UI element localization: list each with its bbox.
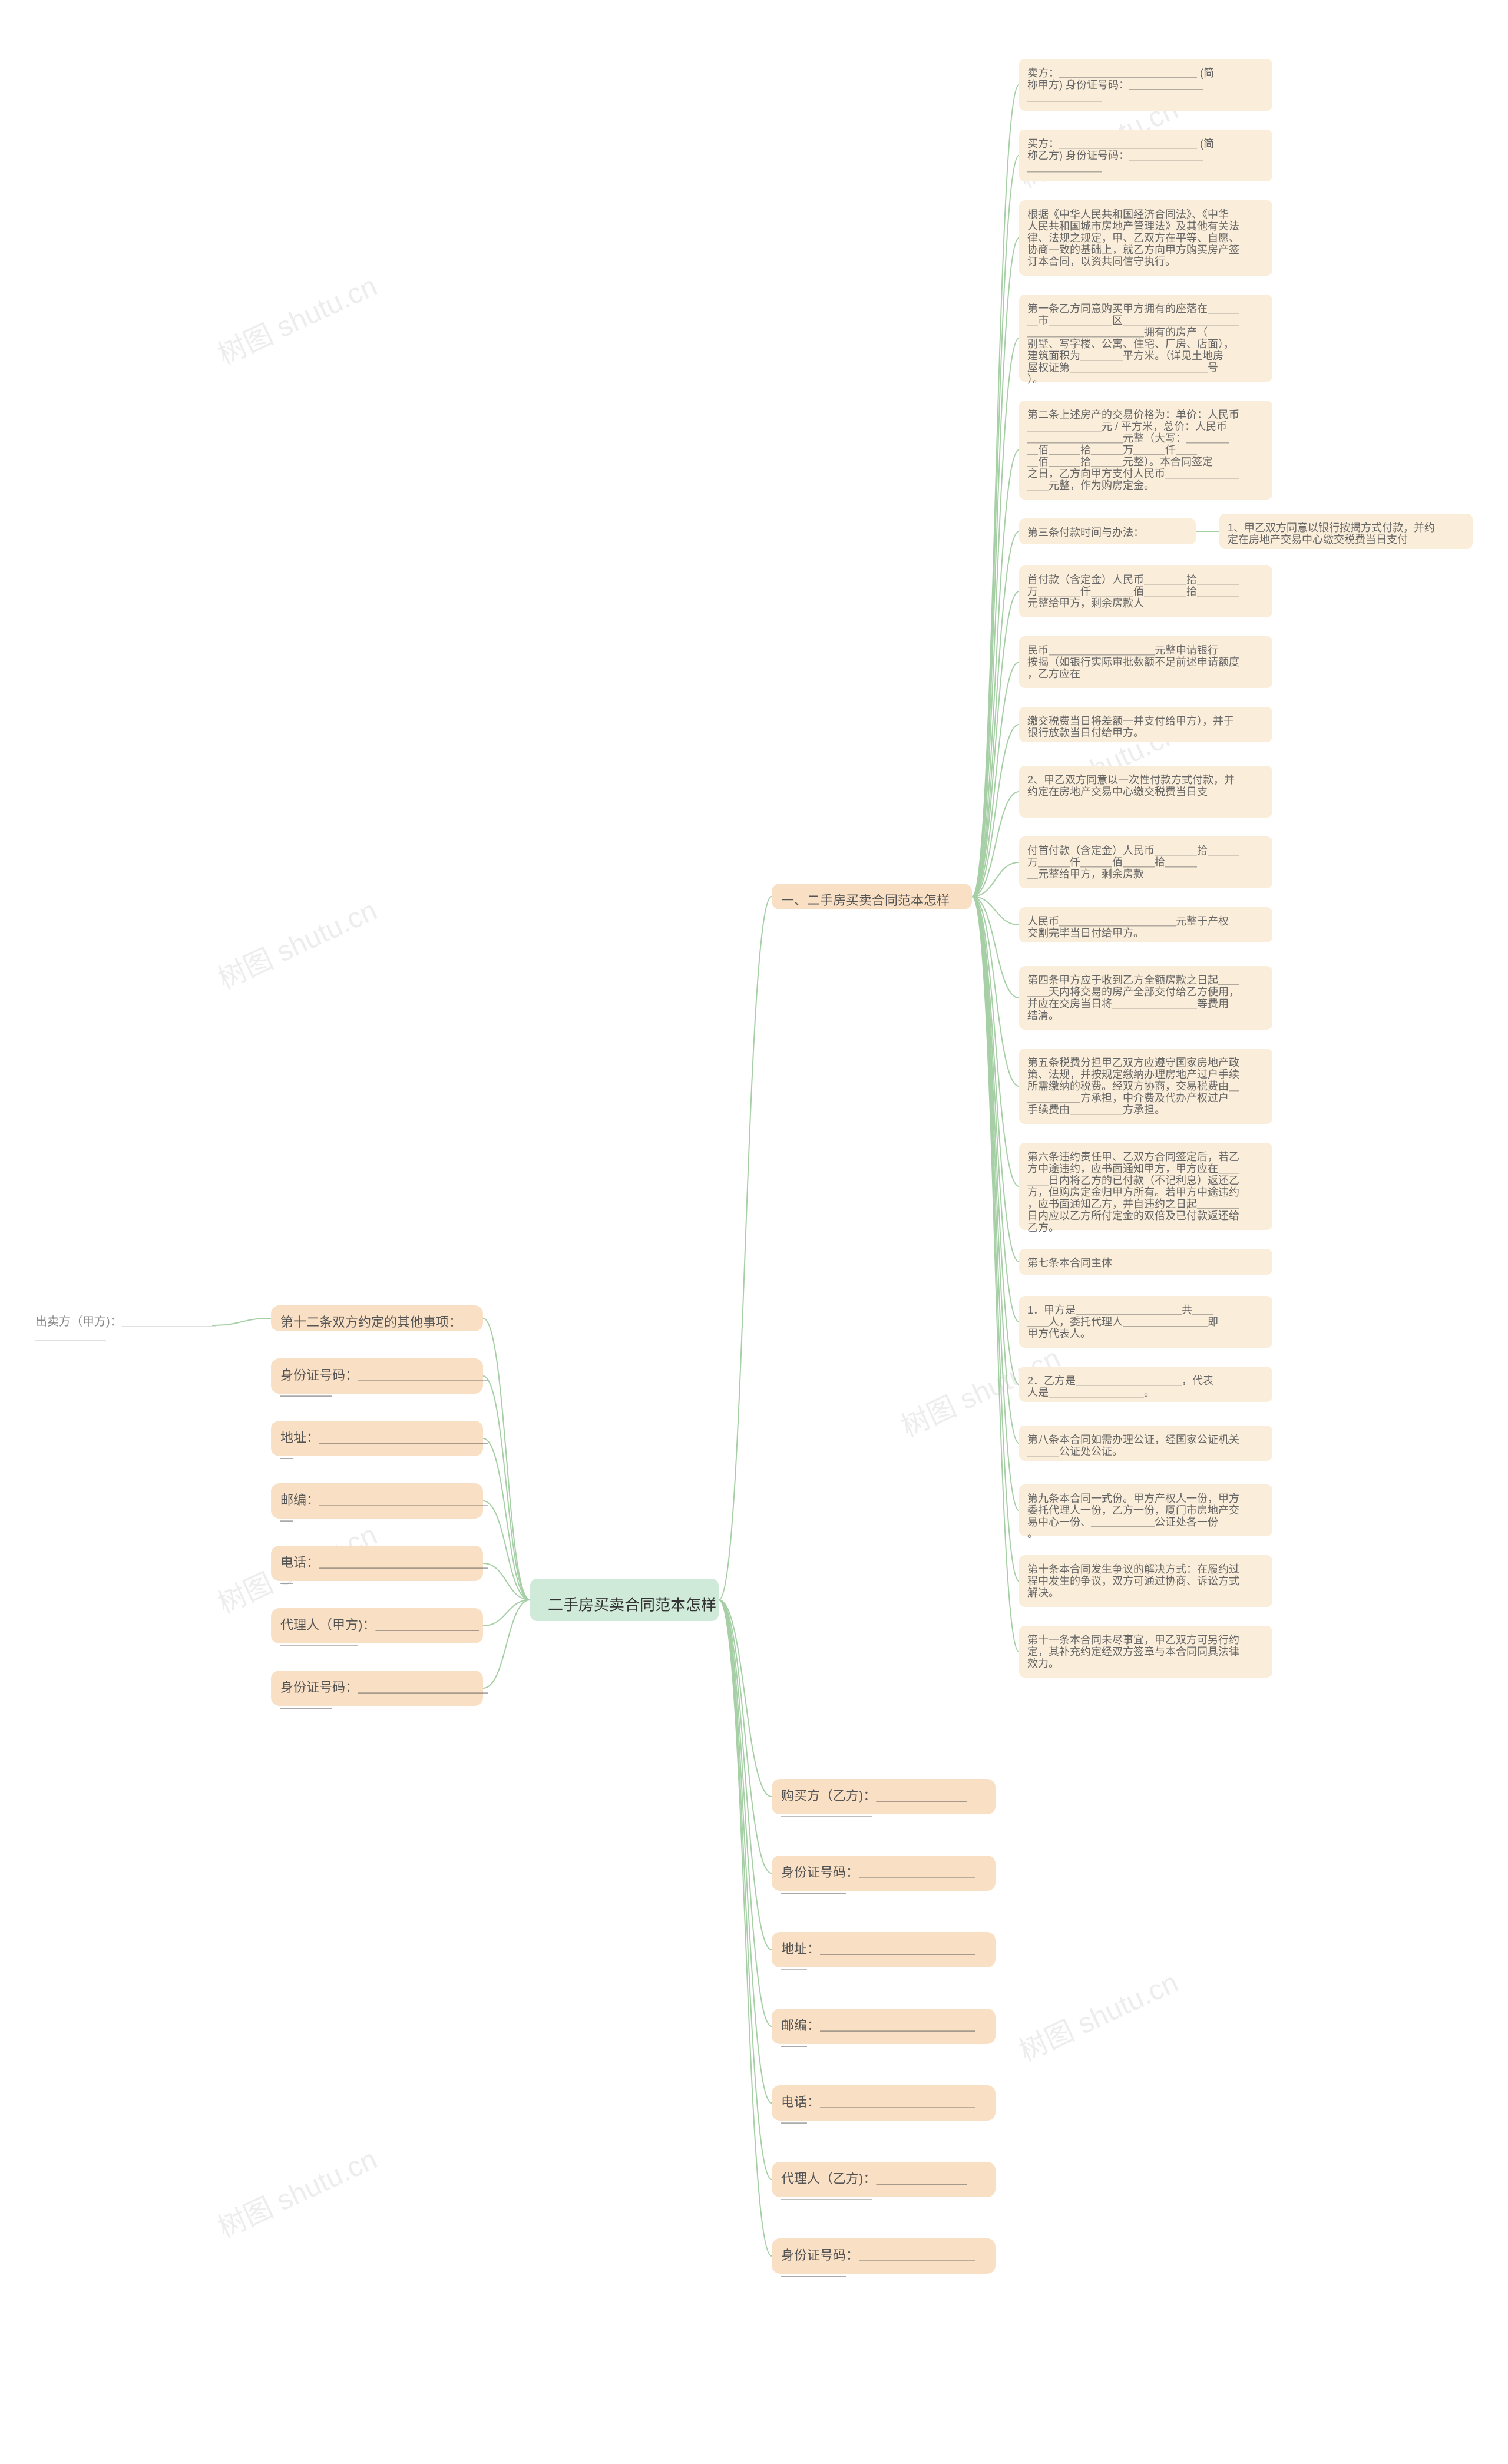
r16: 第七条本合同主体 <box>1019 1249 1272 1275</box>
r14: 第五条税费分担甲乙双方应遵守国家房地产政策、法规，并按规定缴纳办理房地产过户手续… <box>1019 1049 1272 1124</box>
edge <box>972 897 1019 1581</box>
lagt: 代理人（甲方)：＿＿＿＿＿＿＿＿＿＿＿＿＿＿ <box>271 1608 483 1648</box>
svg-text:2、甲乙双方同意以一次性付款方式付款，并约定在房地产交易中心: 2、甲乙双方同意以一次性付款方式付款，并约定在房地产交易中心缴交税费当日支 <box>1027 774 1235 798</box>
lid2: 身份证号码：＿＿＿＿＿＿＿＿＿＿＿＿＿＿ <box>271 1671 488 1710</box>
edge <box>719 1600 772 2026</box>
lid1: 身份证号码：＿＿＿＿＿＿＿＿＿＿＿＿＿＿ <box>271 1358 488 1398</box>
edge <box>972 591 1019 897</box>
edge <box>972 897 1019 1384</box>
edge <box>719 1600 772 2179</box>
root: 二手房买卖合同范本怎样 <box>530 1579 719 1621</box>
sec1: 一、二手房买卖合同范本怎样 <box>772 884 972 909</box>
edge <box>483 1376 530 1600</box>
edge <box>972 156 1019 897</box>
b3: 地址：＿＿＿＿＿＿＿＿＿＿＿＿＿＿ <box>772 1932 996 1972</box>
mindmap-diagram: 树图 shutu.cn 树图 shutu.cn 树图 shutu.cn 树图 shut… <box>0 0 1508 2464</box>
r11: 付首付款（含定金）人民币＿＿＿＿拾＿＿＿万＿＿＿仟＿＿＿佰＿＿＿拾＿＿＿＿元整给… <box>1019 836 1272 888</box>
r2: 买方：＿＿＿＿＿＿＿＿＿＿＿＿＿ (简称乙方) 身份证号码：＿＿＿＿＿＿＿＿＿＿… <box>1019 130 1272 181</box>
r18: 2．乙方是＿＿＿＿＿＿＿＿＿＿，代表人是＿＿＿＿＿＿＿＿＿。 <box>1019 1367 1272 1402</box>
svg-text:第三条付款时间与办法：: 第三条付款时间与办法： <box>1027 527 1144 538</box>
watermark: 树图 shutu.cn <box>213 270 382 371</box>
r20: 第九条本合同一式份。甲方产权人一份，甲方委托代理人一份，乙方一份，厦门市房地产交… <box>1019 1484 1272 1540</box>
b4: 邮编：＿＿＿＿＿＿＿＿＿＿＿＿＿＿ <box>772 2009 996 2048</box>
outer-left: 出卖方（甲方)：＿＿＿＿＿＿＿＿＿＿＿＿＿＿ <box>35 1315 216 1342</box>
svg-text:1、甲乙双方同意以银行按揭方式付款，并约定在房地产交易中心缴: 1、甲乙双方同意以银行按揭方式付款，并约定在房地产交易中心缴交税费当日支付 <box>1228 522 1435 545</box>
r1: 卖方：＿＿＿＿＿＿＿＿＿＿＿＿＿ (简称甲方) 身份证号码：＿＿＿＿＿＿＿＿＿＿… <box>1019 59 1272 111</box>
edge <box>719 1600 772 2103</box>
r3: 根据《中华人民共和国经济合同法》、《中华人民共和国城市房地产管理法》及其他有关法… <box>1019 200 1272 276</box>
edge <box>719 897 772 1600</box>
r5: 第二条上述房产的交易价格为：单价：人民币＿＿＿＿＿＿＿元 / 平方米，总价：人民… <box>1019 401 1272 500</box>
r6: 第三条付款时间与办法： <box>1019 518 1196 544</box>
edge <box>972 238 1019 897</box>
r17: 1．甲方是＿＿＿＿＿＿＿＿＿＿共＿＿＿＿人，委托代理人＿＿＿＿＿＿＿＿即甲方代表… <box>1019 1296 1272 1348</box>
svg-text:第七条本合同主体: 第七条本合同主体 <box>1027 1257 1112 1269</box>
r10: 2、甲乙双方同意以一次性付款方式付款，并约定在房地产交易中心缴交税费当日支 <box>1019 766 1272 818</box>
svg-text:二手房买卖合同范本怎样: 二手房买卖合同范本怎样 <box>548 1596 716 1613</box>
watermark: 树图 shutu.cn <box>213 895 382 995</box>
edge <box>972 897 1019 1652</box>
svg-text:一、二手房买卖合同范本怎样: 一、二手房买卖合同范本怎样 <box>781 893 950 908</box>
watermark: 树图 shutu.cn <box>213 2144 382 2244</box>
r13: 第四条甲方应于收到乙方全额房款之日起＿＿＿＿天内将交易的房产全部交付给乙方使用，… <box>1019 966 1272 1030</box>
r12: 人民币＿＿＿＿＿＿＿＿＿＿＿元整于产权交割完毕当日付给甲方。 <box>1019 907 1272 942</box>
r21: 第十条本合同发生争议的解决方式：在履约过程中发生的争议，双方可通过协商、诉讼方式… <box>1019 1555 1272 1607</box>
edge <box>212 1318 271 1325</box>
r6s: 1、甲乙双方同意以银行按揭方式付款，并约定在房地产交易中心缴交税费当日支付 <box>1219 514 1473 549</box>
r19: 第八条本合同如需办理公证，经国家公证机关＿＿＿公证处公证。 <box>1019 1426 1272 1461</box>
l12: 第十二条双方约定的其他事项： <box>271 1305 483 1331</box>
svg-text:第六条违约责任甲、乙双方合同签定后，若乙方中途违约，应书面通: 第六条违约责任甲、乙双方合同签定后，若乙方中途违约，应书面通知甲方，甲方应在＿＿… <box>1027 1151 1239 1233</box>
r22: 第十一条本合同未尽事宜，甲乙双方可另行约定，其补充约定经双方签章与本合同同具法律… <box>1019 1626 1272 1678</box>
laddr: 地址：＿＿＿＿＿＿＿＿＿＿＿＿＿＿ <box>271 1421 488 1460</box>
b2: 身份证号码：＿＿＿＿＿＿＿＿＿＿＿＿＿＿ <box>772 1856 996 1895</box>
svg-text:第一条乙方同意购买甲方拥有的座落在＿＿＿＿市＿＿＿＿＿＿区＿: 第一条乙方同意购买甲方拥有的座落在＿＿＿＿市＿＿＿＿＿＿区＿＿＿＿＿＿＿＿＿＿＿… <box>1027 303 1239 385</box>
r8: 民币＿＿＿＿＿＿＿＿＿＿元整申请银行按揭（如银行实际审批数额不足前述申请额度，乙… <box>1019 636 1272 688</box>
r9: 缴交税费当日将差额一并支付给甲方），并于银行放款当日付给甲方。 <box>1019 707 1272 742</box>
b6: 代理人（乙方)：＿＿＿＿＿＿＿＿＿＿＿＿＿＿ <box>772 2162 996 2201</box>
r4: 第一条乙方同意购买甲方拥有的座落在＿＿＿＿市＿＿＿＿＿＿区＿＿＿＿＿＿＿＿＿＿＿… <box>1019 295 1272 385</box>
lzip: 邮编：＿＿＿＿＿＿＿＿＿＿＿＿＿＿ <box>271 1483 488 1523</box>
edge <box>483 1318 530 1600</box>
r7: 首付款（含定金）人民币＿＿＿＿拾＿＿＿＿万＿＿＿＿仟＿＿＿＿佰＿＿＿＿拾＿＿＿＿… <box>1019 565 1272 617</box>
b7: 身份证号码：＿＿＿＿＿＿＿＿＿＿＿＿＿＿ <box>772 2238 996 2278</box>
svg-text:出卖方（甲方)：＿＿＿＿＿＿＿＿＿＿＿＿＿＿: 出卖方（甲方)：＿＿＿＿＿＿＿＿＿＿＿＿＿＿ <box>35 1315 216 1342</box>
edge <box>972 662 1019 897</box>
b1: 购买方（乙方)：＿＿＿＿＿＿＿＿＿＿＿＿＿＿ <box>772 1779 996 1818</box>
watermark: 树图 shutu.cn <box>1014 1967 1183 2068</box>
ltel: 电话：＿＿＿＿＿＿＿＿＿＿＿＿＿＿ <box>271 1546 488 1585</box>
r15: 第六条违约责任甲、乙双方合同签定后，若乙方中途违约，应书面通知甲方，甲方应在＿＿… <box>1019 1143 1272 1233</box>
b5: 电话：＿＿＿＿＿＿＿＿＿＿＿＿＿＿ <box>772 2085 996 2125</box>
svg-text:第十二条双方约定的其他事项：: 第十二条双方约定的其他事项： <box>280 1315 462 1329</box>
edge <box>719 1600 772 1873</box>
